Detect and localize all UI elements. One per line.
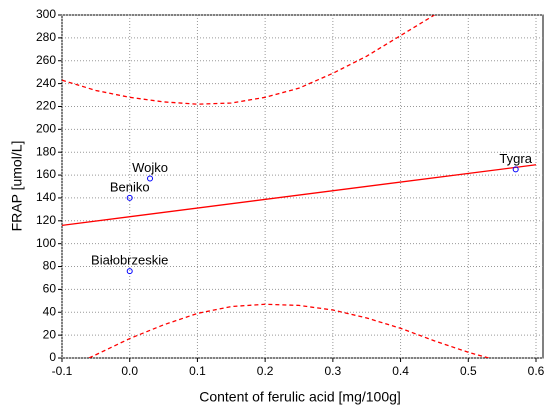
point-label: Tygra bbox=[499, 151, 532, 166]
regression-line bbox=[62, 164, 537, 227]
confidence-band bbox=[62, 15, 435, 105]
confidence-band bbox=[88, 303, 489, 358]
y-tick-label: 60 bbox=[43, 282, 57, 296]
x-tick-label: 0.6 bbox=[528, 364, 545, 378]
y-tick-label: 240 bbox=[36, 76, 56, 90]
point-label: Wojko bbox=[132, 160, 168, 175]
y-axis-title: FRAP [umol/L] bbox=[9, 141, 25, 232]
plot-area bbox=[61, 14, 544, 359]
y-tick-label: 280 bbox=[36, 30, 56, 44]
data-point bbox=[147, 175, 154, 182]
x-tick-label: 0.3 bbox=[325, 364, 342, 378]
x-tick-label: 0.0 bbox=[121, 364, 138, 378]
x-tick-label: 0.4 bbox=[392, 364, 409, 378]
y-tick-label: 120 bbox=[36, 213, 56, 227]
y-tick-label: 300 bbox=[36, 7, 56, 21]
data-point bbox=[126, 194, 133, 201]
y-tick-label: 40 bbox=[43, 304, 57, 318]
x-tick-label: -0.1 bbox=[52, 364, 73, 378]
y-tick-label: 200 bbox=[36, 122, 56, 136]
data-point bbox=[126, 268, 133, 275]
x-tick-label: 0.2 bbox=[257, 364, 274, 378]
y-tick-label: 260 bbox=[36, 53, 56, 67]
y-tick-label: 220 bbox=[36, 99, 56, 113]
x-axis-title: Content of ferulic acid [mg/100g] bbox=[199, 389, 401, 405]
y-tick-label: 80 bbox=[43, 259, 57, 273]
y-tick-label: 100 bbox=[36, 236, 56, 250]
point-label: Beniko bbox=[110, 179, 150, 194]
x-tick-label: 0.5 bbox=[460, 364, 477, 378]
y-tick-label: 160 bbox=[36, 167, 56, 181]
x-tick-label: 0.1 bbox=[189, 364, 206, 378]
y-tick-label: 20 bbox=[43, 327, 57, 341]
y-tick-label: 0 bbox=[49, 350, 56, 364]
data-point bbox=[512, 166, 519, 173]
y-tick-label: 180 bbox=[36, 144, 56, 158]
y-tick-label: 140 bbox=[36, 190, 56, 204]
point-label: Białobrzeskie bbox=[91, 253, 168, 268]
